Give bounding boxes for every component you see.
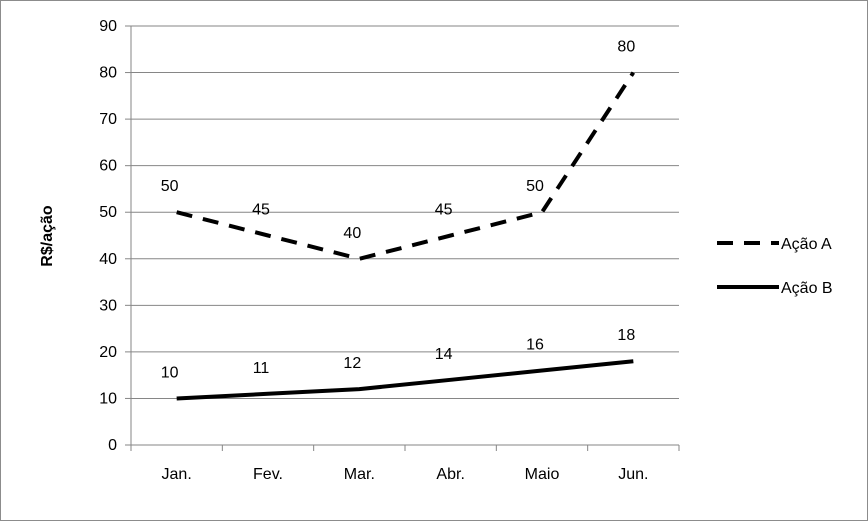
y-tick-labels: 0 10 20 30 40 50 60 70 80 90: [99, 18, 117, 454]
series-line: [176, 359, 634, 401]
y-tick-label: 40: [99, 251, 117, 268]
data-label: 80: [617, 39, 635, 56]
data-labels: 50 45 40 45 50 80 10 11 12 14 16 18: [161, 39, 636, 382]
y-tick-label: 60: [99, 158, 117, 175]
y-tick-label: 30: [99, 297, 117, 314]
legend: Ação A Ação B: [717, 236, 833, 297]
data-label: 12: [343, 355, 361, 372]
y-tick-label: 90: [99, 18, 117, 35]
data-label: 40: [343, 225, 361, 242]
x-tick-labels: Jan. Fev. Mar. Abr. Maio Jun.: [162, 466, 649, 483]
legend-label: Ação A: [781, 236, 832, 253]
x-tick-label: Jan.: [162, 466, 192, 483]
data-label: 18: [617, 327, 635, 344]
y-tick-label: 0: [108, 437, 117, 454]
x-tick-label: Maio: [525, 466, 560, 483]
data-label: 11: [253, 360, 270, 377]
y-axis-title: R$/ação: [39, 205, 56, 267]
data-label: 45: [435, 202, 453, 219]
x-tick-label: Fev.: [253, 466, 283, 483]
data-label: 50: [526, 178, 544, 195]
data-label: 10: [161, 364, 179, 381]
x-tick-label: Abr.: [436, 466, 464, 483]
data-label: 14: [435, 346, 453, 363]
axes: [125, 25, 680, 451]
y-tick-label: 20: [99, 344, 117, 361]
y-tick-label: 70: [99, 111, 117, 128]
data-label: 50: [161, 178, 179, 195]
y-tick-label: 50: [99, 204, 117, 221]
data-label: 16: [526, 337, 544, 354]
gridlines: [131, 25, 679, 399]
x-tick-label: Jun.: [618, 466, 648, 483]
y-tick-label: 10: [99, 390, 117, 407]
y-tick-label: 80: [99, 65, 117, 82]
series-layer: [176, 71, 636, 401]
x-tick-label: Mar.: [344, 466, 375, 483]
legend-label: Ação B: [781, 280, 833, 297]
data-label: 45: [252, 202, 270, 219]
